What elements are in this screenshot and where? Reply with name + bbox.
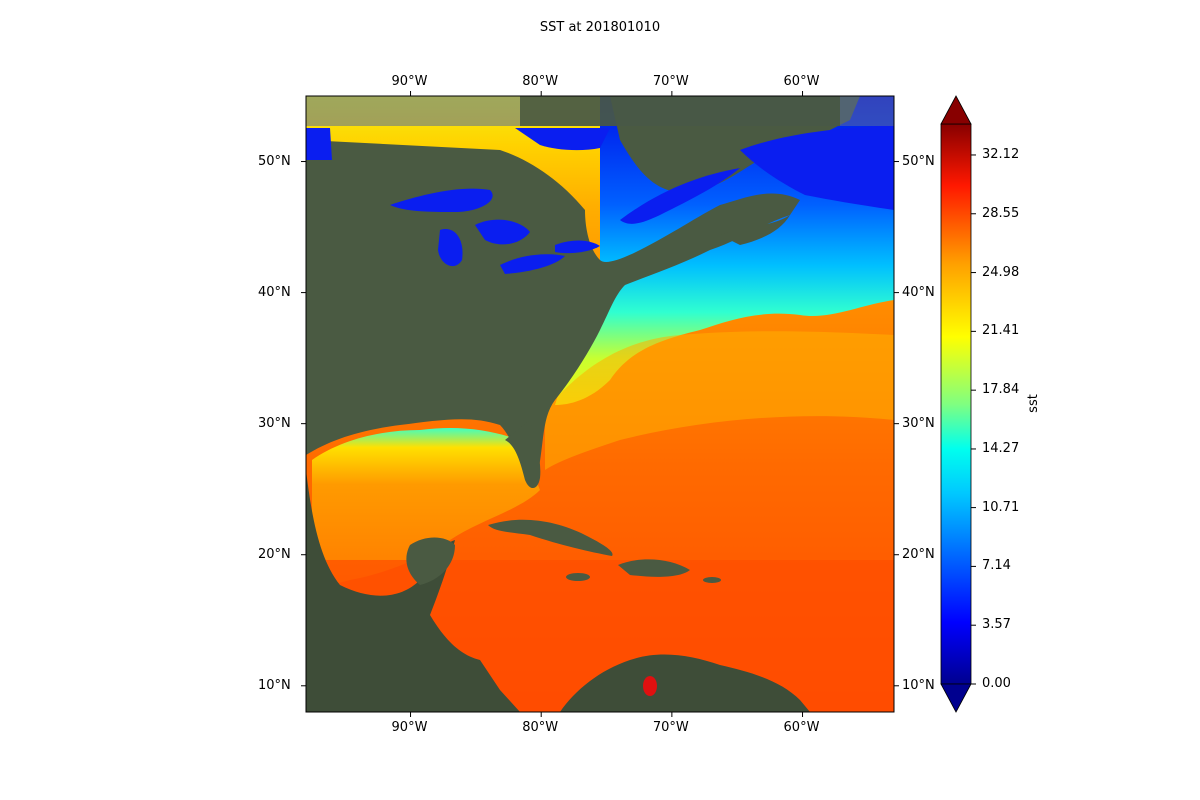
lon-label-bottom: 60°W <box>783 720 820 735</box>
land-hispaniola <box>618 559 690 577</box>
colorbar-tick-label: 14.27 <box>982 440 1020 456</box>
gulf-stream-warm-band <box>545 331 894 470</box>
lon-label-top: 70°W <box>652 74 689 89</box>
lon-label-top: 60°W <box>783 74 820 89</box>
lon-label-top: 80°W <box>522 74 559 89</box>
colorbar-ticks <box>971 154 976 685</box>
lon-label-bottom: 90°W <box>391 720 428 735</box>
colorbar-tick-label: 10.71 <box>982 499 1020 515</box>
colorbar-tick-label: 24.98 <box>982 264 1020 280</box>
colorbar-tick-label: 28.55 <box>982 205 1020 221</box>
map-title: SST at 201801010 <box>539 20 661 35</box>
lat-label-left: 20°N <box>258 546 291 562</box>
colorbar-label: sst <box>1025 394 1041 413</box>
lat-label-left: 30°N <box>258 415 291 431</box>
lat-label-right: 10°N <box>902 677 935 693</box>
lakes <box>306 125 894 274</box>
colorbar <box>940 95 972 713</box>
colorbar-body <box>940 123 972 685</box>
land-jamaica <box>566 573 590 581</box>
colorbar-tick-label: 21.41 <box>982 323 1020 339</box>
colorbar-tick-label: 32.12 <box>982 146 1020 162</box>
map-ticks <box>301 91 899 717</box>
map-frame <box>305 95 895 713</box>
lat-label-right: 40°N <box>902 284 935 300</box>
lat-label-right: 20°N <box>902 546 935 562</box>
land-puerto-rico <box>703 577 721 583</box>
lon-label-top: 90°W <box>391 74 428 89</box>
lat-label-right: 30°N <box>902 415 935 431</box>
colorbar-extend-max <box>940 95 972 125</box>
land-florida <box>505 420 541 489</box>
lon-label-bottom: 80°W <box>522 720 559 735</box>
colorbar-tick-label: 17.84 <box>982 382 1020 398</box>
colorbar-extend-min <box>940 683 972 713</box>
colorbar-tick-label: 0.00 <box>982 676 1011 691</box>
lat-label-right: 50°N <box>902 153 935 169</box>
land-mexico-central-america <box>306 470 520 712</box>
map-panel <box>306 96 894 712</box>
lon-label-bottom: 70°W <box>652 720 689 735</box>
lat-label-left: 50°N <box>258 153 291 169</box>
land-yucatan <box>406 537 455 585</box>
colorbar-tick-label: 7.14 <box>982 558 1011 574</box>
land-maritimes <box>720 215 790 245</box>
north-land-top <box>520 96 840 126</box>
gulf-of-mexico <box>312 428 540 590</box>
land-cuba <box>488 519 613 556</box>
colorbar-tick-label: 3.57 <box>982 617 1011 633</box>
lat-label-left: 10°N <box>258 677 291 693</box>
land-south-america <box>560 654 810 712</box>
lat-label-left: 40°N <box>258 284 291 300</box>
lake-maracaibo <box>643 676 657 696</box>
